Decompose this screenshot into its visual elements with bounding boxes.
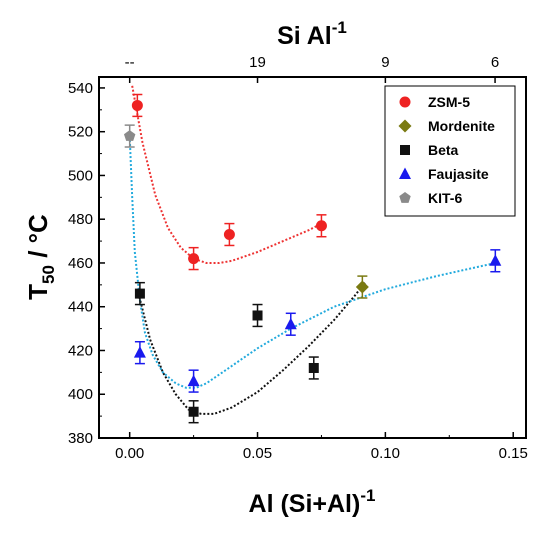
data-point-faujasite (284, 317, 297, 330)
fit-curve-zsm-5 (131, 85, 322, 264)
data-point-zsm-5 (188, 253, 200, 265)
top-axis-title: Si Al-1 (277, 18, 347, 50)
plot-frame (98, 76, 527, 439)
y-tick-label: 520 (68, 124, 93, 141)
top-tick-label: 9 (381, 54, 389, 71)
legend-marker-faujasite (399, 167, 411, 179)
y-axis-title: T50 / °C (23, 214, 58, 300)
y-tick-label: 540 (68, 80, 93, 97)
top-tick-label: -- (125, 54, 135, 71)
y-tick-label: 460 (68, 255, 93, 272)
data-points (123, 93, 502, 424)
legend-label-kit-6: KIT-6 (428, 190, 462, 206)
legend-marker-mordenite (398, 119, 412, 133)
y-tick-label: 440 (68, 299, 93, 316)
data-point-faujasite (133, 346, 146, 358)
data-point-beta (252, 310, 263, 321)
legend-label-faujasite: Faujasite (428, 166, 489, 182)
legend-label-beta: Beta (428, 142, 459, 158)
data-point-zsm-5 (131, 99, 143, 111)
top-tick-label: 6 (491, 54, 499, 71)
legend-marker-kit-6 (399, 192, 411, 203)
data-point-zsm-5 (223, 229, 235, 241)
legend: ZSM-5 Mordenite Beta Faujasite KIT-6 (384, 85, 516, 217)
data-point-faujasite (187, 374, 200, 387)
y-tick-label: 480 (68, 211, 93, 228)
data-point-mordenite (355, 280, 369, 294)
legend-label-mordenite: Mordenite (428, 118, 495, 134)
legend-marker-beta (400, 145, 410, 155)
x-tick-label: 0.10 (371, 445, 400, 462)
x-axis-title: Al (Si+Al)-1 (249, 486, 376, 518)
x-tick-label: 0.05 (243, 445, 272, 462)
x-tick-label: 0.00 (115, 445, 144, 462)
data-point-beta (134, 288, 145, 299)
legend-items: ZSM-5 Mordenite Beta Faujasite KIT-6 (398, 94, 495, 206)
data-point-beta (308, 362, 319, 373)
y-tick-label: 500 (68, 167, 93, 184)
y-tick-label: 400 (68, 386, 93, 403)
data-point-kit-6 (123, 130, 136, 141)
y-tick-label: 380 (68, 430, 93, 447)
legend-label-zsm-5: ZSM-5 (428, 94, 470, 110)
data-point-beta (188, 406, 199, 417)
x-tick-label: 0.15 (499, 445, 528, 462)
y-tick-label: 420 (68, 342, 93, 359)
top-tick-label: 19 (249, 54, 266, 71)
fit-curve-beta (136, 282, 366, 415)
legend-marker-zsm-5 (399, 96, 411, 108)
axis-ticks: 0.00 0.05 0.10 0.15 380 400 420 440 460 480 500 520… (68, 54, 528, 462)
data-point-faujasite (489, 254, 502, 266)
data-point-zsm-5 (315, 220, 327, 232)
